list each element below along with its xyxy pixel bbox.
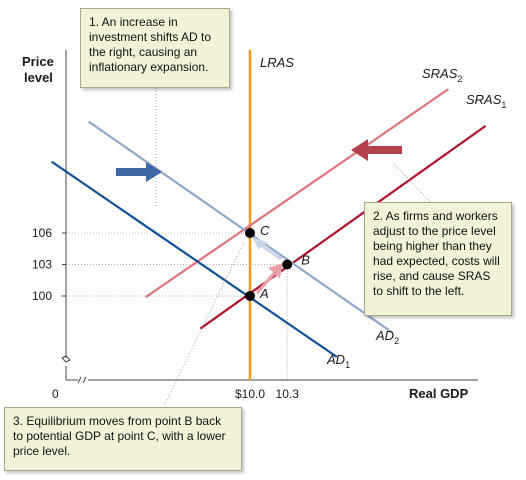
b-to-c-arrow — [252, 237, 283, 260]
lras-label: LRAS — [260, 55, 294, 70]
y-axis-label: Price — [22, 54, 54, 69]
x-tick-label-10.3: 10.3 — [276, 387, 300, 401]
x-tick-label-10: $10.0 — [235, 387, 265, 401]
point-a — [245, 291, 255, 301]
callout-equilibrium-return-text: 3. Equilibrium moves from point B back t… — [13, 414, 226, 458]
sras1-label: SRAS1 — [466, 92, 506, 110]
shift-arrows — [116, 139, 402, 294]
sras-shift-arrow — [351, 139, 402, 161]
ad2-line — [88, 120, 394, 334]
point-b — [282, 259, 293, 270]
y-tick-label-106: 106 — [32, 226, 52, 240]
y-axis-label-line2: level — [24, 70, 53, 85]
x-axis-label: Real GDP — [409, 386, 469, 401]
ad1-label: AD1 — [326, 352, 350, 370]
point-c-label: C — [260, 223, 270, 238]
guide-lines — [66, 232, 288, 380]
callout-investment-shift: 1. An increase in investment shifts AD t… — [80, 8, 230, 88]
ad-shift-arrow — [116, 162, 162, 182]
callout-sras-shift-text: 2. As firms and workers adjust to the pr… — [373, 209, 500, 298]
ad2-label: AD2 — [375, 328, 399, 346]
callout-equilibrium-return: 3. Equilibrium moves from point B back t… — [4, 407, 242, 471]
equilibrium-points — [245, 228, 293, 301]
y-tick-label-103: 103 — [32, 258, 52, 272]
sras2-line — [145, 88, 450, 298]
point-a-label: A — [259, 286, 269, 301]
x-axis-break-mark — [77, 376, 87, 384]
origin-label: 0 — [52, 387, 59, 401]
point-b-label: B — [301, 253, 310, 268]
point-c — [245, 228, 255, 238]
y-tick-label-100: 100 — [32, 289, 52, 303]
y-axis-break-mark — [61, 355, 71, 363]
axes — [61, 50, 478, 384]
callout-investment-shift-text: 1. An increase in investment shifts AD t… — [89, 15, 212, 74]
callout-sras-shift: 2. As firms and workers adjust to the pr… — [364, 202, 512, 316]
sras2-label: SRAS2 — [422, 66, 462, 84]
ad1-line — [50, 160, 338, 358]
callout-leader-lines — [155, 88, 431, 409]
a-to-b-arrow — [256, 263, 283, 294]
callout-3-leader — [162, 241, 245, 409]
